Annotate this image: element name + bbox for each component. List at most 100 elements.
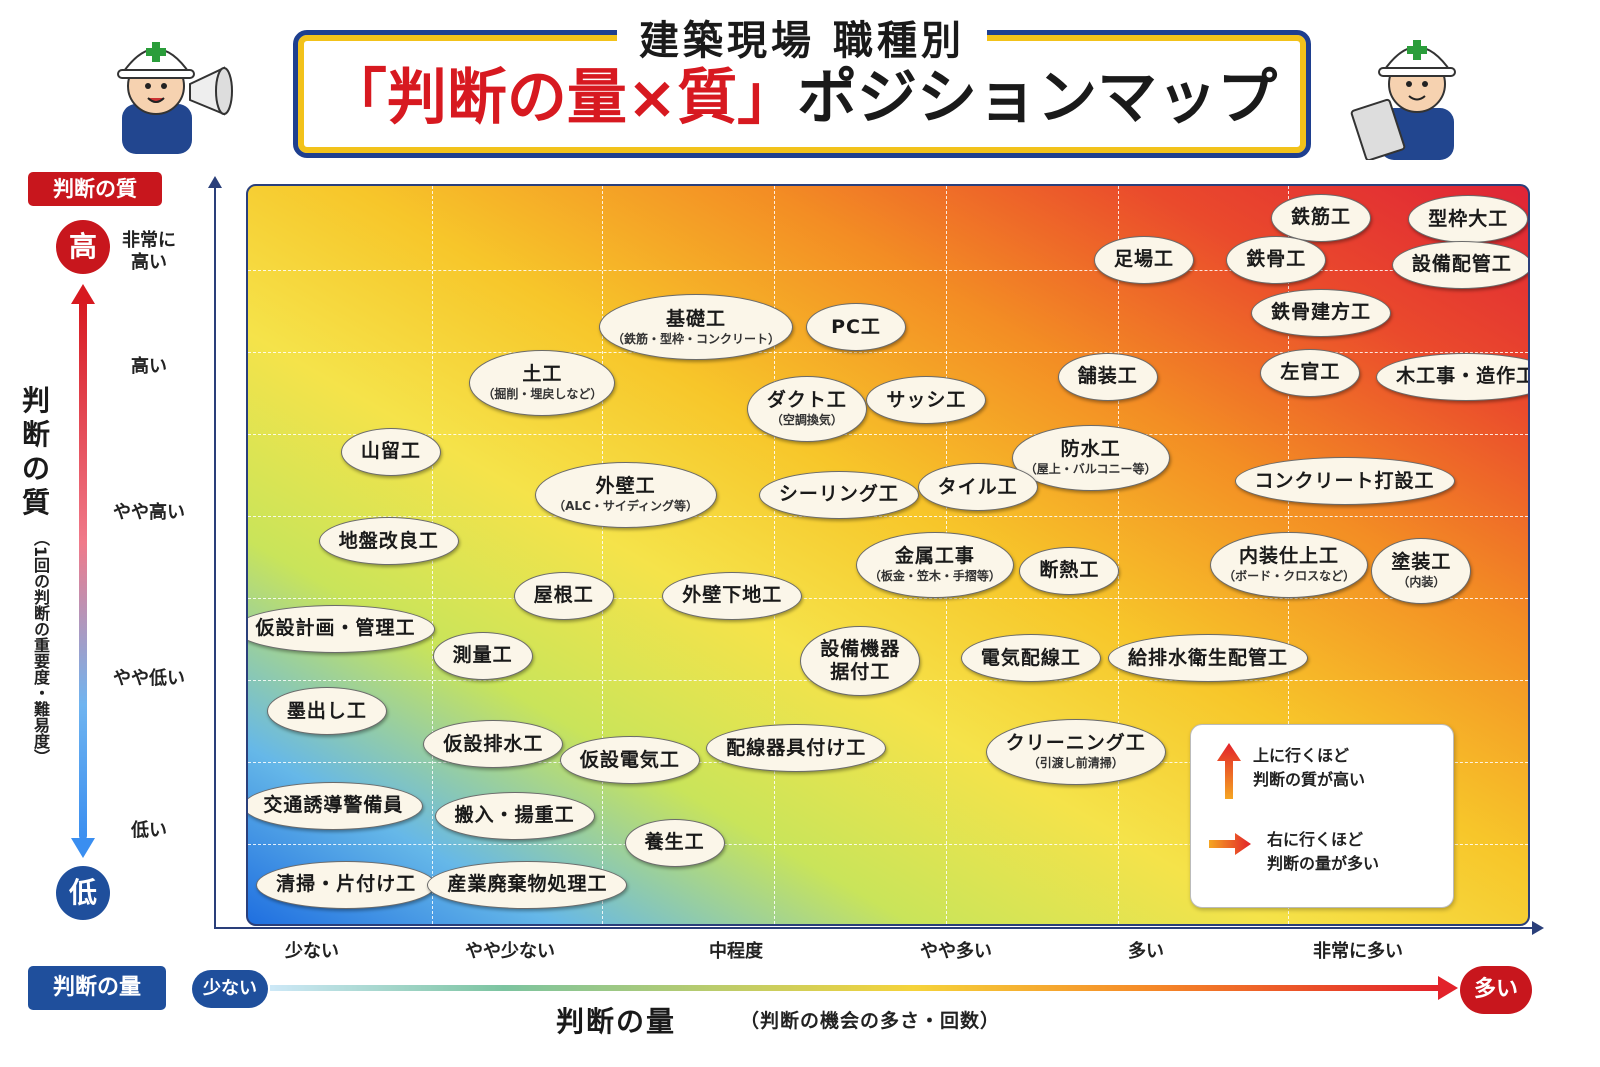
y-tick-label: やや高い: [113, 502, 185, 523]
y-tick-label: やや低い: [113, 668, 185, 689]
y-axis-arrow-icon: [208, 176, 222, 188]
data-point-label: クリーニング工: [1005, 732, 1146, 755]
data-point-bubble: 地盤改良工: [318, 517, 459, 566]
data-point-label: 断熱工: [1039, 559, 1100, 582]
y-axis-title-char: の: [21, 452, 50, 485]
grid-line: [248, 270, 1528, 271]
data-point-bubble: シーリング工: [758, 470, 919, 519]
grid-line: [602, 186, 603, 924]
data-point-bubble: 外壁下地工: [662, 571, 803, 620]
data-point-label: 山留工: [360, 440, 421, 463]
y-tick-label: 高い: [131, 356, 167, 377]
data-point-bubble: コンクリート打設工: [1234, 457, 1455, 506]
legend-right-line1: 右に行くほど: [1267, 830, 1364, 849]
data-point-bubble: 清掃・片付け工: [256, 860, 437, 909]
data-point-bubble: 給排水衛生配管工: [1108, 634, 1308, 683]
data-point-bubble: 舗装工: [1057, 352, 1158, 401]
data-point-note: （内装）: [1397, 575, 1446, 590]
data-point-bubble: 搬入・揚重工: [434, 791, 595, 840]
x-gradient-arrow: [270, 985, 1440, 991]
data-point-label: 金属工事: [894, 545, 975, 568]
data-point-label: 地盤改良工: [338, 529, 439, 552]
y-axis-low-marker: 低: [56, 866, 110, 920]
data-point-bubble: 金属工事 （板金・笠木・手摺等）: [855, 531, 1014, 598]
y-axis-high-marker: 高: [56, 220, 110, 274]
data-point-bubble: 内装仕上工 （ボード・クロスなど）: [1210, 531, 1369, 598]
x-tick-label: 非常に多い: [1313, 941, 1403, 962]
data-point-label: 養生工: [644, 831, 705, 854]
grid-line: [248, 352, 1528, 353]
legend-up-line2: 判断の質が高い: [1253, 770, 1366, 789]
worker-megaphone-illustration: [117, 42, 233, 154]
worker-clipboard-illustration: [1350, 40, 1456, 160]
arrow-right-icon: [1209, 833, 1251, 855]
y-axis-title: 判 断 の 質: [16, 384, 56, 520]
data-point-bubble: 産業廃棄物処理工: [427, 860, 628, 909]
data-point-bubble: 左官工: [1260, 348, 1361, 397]
data-point-label: 外壁工: [595, 475, 656, 498]
data-point-bubble: 鉄筋工: [1271, 193, 1372, 242]
data-point-label: 屋根工: [533, 584, 594, 607]
data-point-bubble: 交通誘導警備員: [248, 781, 424, 830]
data-point-note: （ボード・クロスなど）: [1223, 569, 1356, 584]
data-point-label: 仮設計画・管理工: [255, 617, 416, 640]
data-point-label: 電気配線工: [980, 646, 1081, 669]
x-axis-low-marker: 少ない: [192, 970, 268, 1008]
data-point-label: 仮設排水工: [443, 732, 544, 755]
x-axis-title: 判断の量: [556, 1005, 677, 1038]
data-point-label: 舗装工: [1077, 365, 1138, 388]
chart-subtitle: 建築現場 職種別: [293, 8, 1311, 66]
grid-line: [1118, 186, 1119, 924]
data-point-bubble: 外壁工 （ALC・サイディング等）: [534, 461, 717, 528]
data-point-label: 清掃・片付け工: [276, 873, 417, 896]
data-point-label: シーリング工: [778, 483, 899, 506]
data-point-bubble: 鉄骨工: [1226, 235, 1327, 284]
chart-title-rest: ポジションマップ: [797, 63, 1278, 133]
data-point-label: 給排水衛生配管工: [1127, 646, 1288, 669]
y-axis-title-char: 判: [21, 384, 50, 417]
data-point-bubble: 断熱工: [1019, 546, 1120, 595]
data-point-note: （ALC・サイディング等）: [553, 499, 699, 514]
data-point-bubble: 足場工: [1094, 235, 1194, 284]
data-point-label: 仮設電気工: [579, 748, 680, 771]
data-point-label: 測量工: [452, 644, 513, 667]
data-point-label: 鉄骨建方工: [1271, 301, 1372, 324]
y-axis-line: [214, 186, 216, 928]
data-point-label: コンクリート打設工: [1254, 469, 1435, 492]
data-point-note: （鉄筋・型枠・コンクリート）: [612, 331, 781, 346]
x-tick-label: やや多い: [920, 941, 992, 962]
x-axis-line: [214, 927, 1536, 929]
data-point-bubble: 設備配管工: [1391, 240, 1528, 289]
data-point-bubble: PC工: [806, 303, 906, 352]
data-point-note: （板金・笠木・手摺等）: [868, 569, 1001, 584]
data-point-bubble: 設備機器 据付工: [800, 625, 921, 696]
data-point-bubble: 仮設電気工: [559, 736, 700, 785]
data-point-label: 塗装工: [1391, 551, 1452, 574]
data-point-bubble: 鉄骨建方工: [1251, 288, 1392, 337]
chart-title-highlight: 「判断の量×質」: [326, 63, 798, 133]
x-axis-high-marker: 多い: [1460, 966, 1532, 1014]
data-point-label: サッシ工: [886, 388, 967, 411]
data-point-label: 型枠大工: [1428, 207, 1509, 230]
data-point-label: 基礎工: [665, 307, 726, 330]
data-point-bubble: 塗装工 （内装）: [1371, 537, 1472, 604]
data-point-label: 外壁下地工: [682, 584, 783, 607]
grid-line: [248, 762, 1528, 763]
data-point-label: 産業廃棄物処理工: [447, 873, 608, 896]
x-gradient-arrow-head: [1438, 976, 1458, 1000]
legend: 上に行くほど 判断の質が高い 右に行くほど 判断の量が多い: [1190, 724, 1454, 908]
y-gradient-arrow: [79, 300, 87, 840]
data-point-bubble: 仮設排水工: [423, 720, 564, 769]
data-point-label: ダクト工: [766, 389, 847, 412]
legend-up-line1: 上に行くほど: [1253, 746, 1350, 765]
data-point-bubble: サッシ工: [866, 376, 987, 425]
data-point-label: 木工事・造作工: [1396, 365, 1530, 388]
data-point-bubble: タイル工: [917, 463, 1038, 512]
data-point-label: 交通誘導警備員: [263, 794, 404, 817]
data-point-bubble: 測量工: [432, 631, 533, 680]
data-point-bubble: 木工事・造作工: [1376, 352, 1530, 401]
data-point-label: 内装仕上工: [1239, 545, 1340, 568]
grid-line: [248, 516, 1528, 517]
data-point-bubble: 配線器具付け工: [706, 724, 887, 773]
data-point-note: （掘削・埋戻しなど）: [482, 387, 603, 402]
